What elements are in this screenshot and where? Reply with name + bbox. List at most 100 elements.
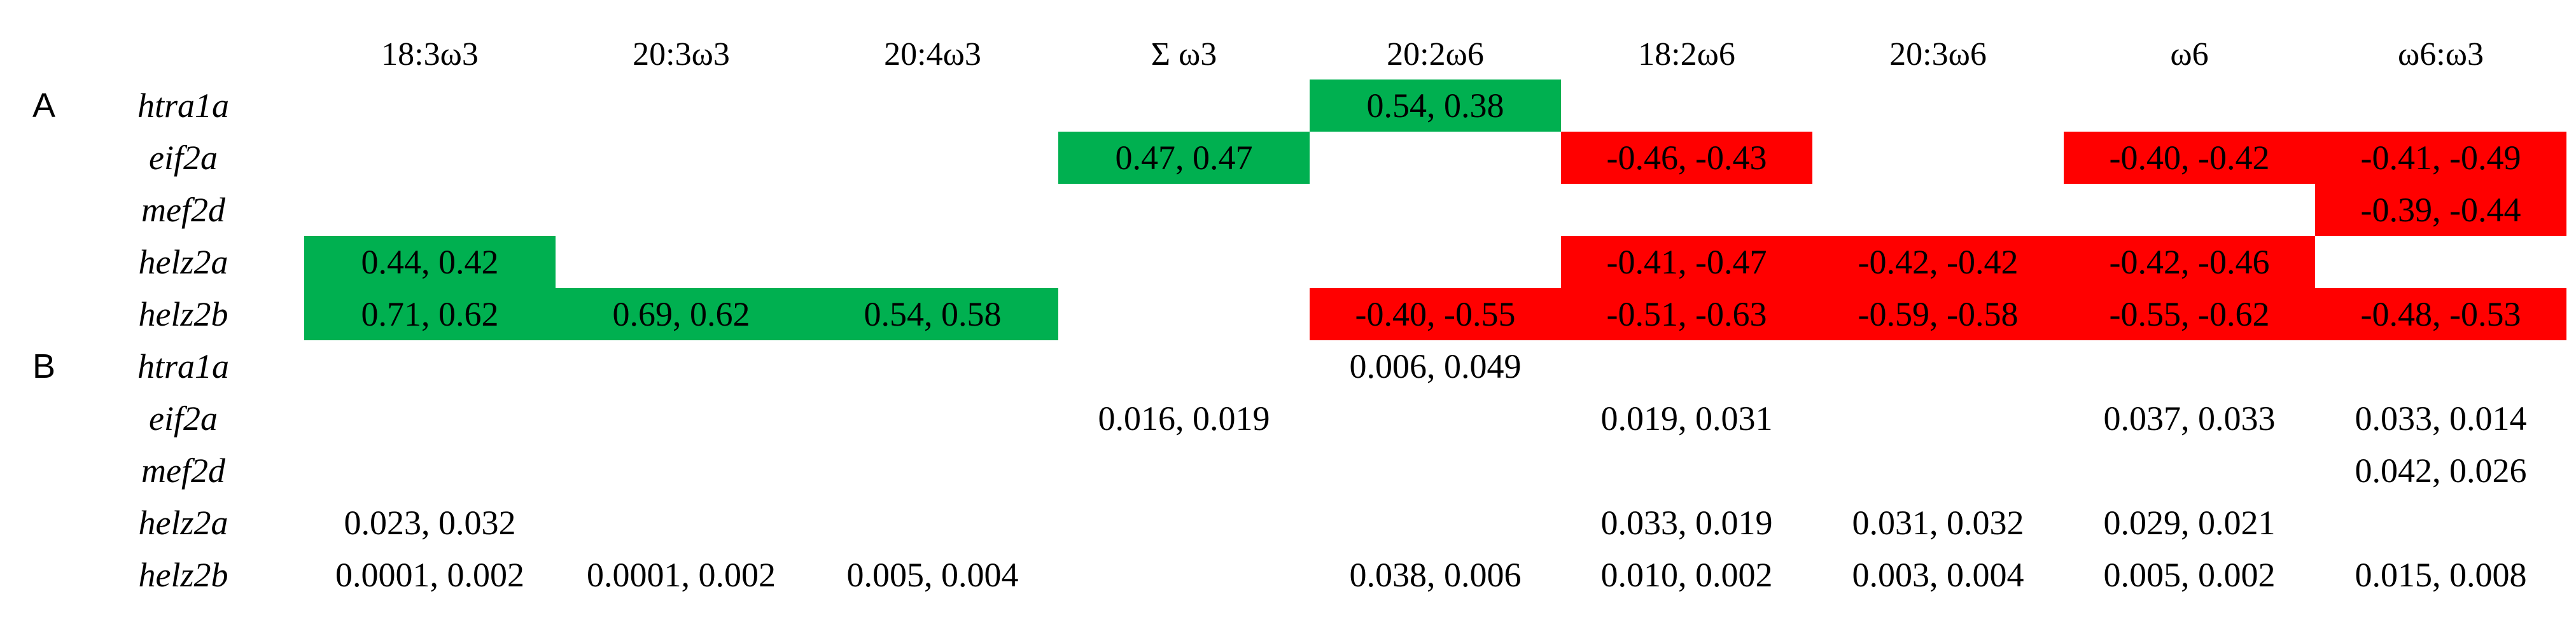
header-row: 18:3ω3 20:3ω3 20:4ω3 Σ ω3 20:2ω6 18:2ω6 20:3ω6… <box>25 29 2566 80</box>
value-cell: -0.40, -0.42 <box>2064 132 2315 184</box>
value-cell <box>1310 184 1561 236</box>
value-cell <box>1058 184 1310 236</box>
value-cell <box>1310 497 1561 549</box>
value-cell <box>807 497 1058 549</box>
value-cell <box>2064 184 2315 236</box>
value-cell: -0.39, -0.44 <box>2315 184 2566 236</box>
value-cell: 0.029, 0.021 <box>2103 504 2276 542</box>
value-cell <box>2315 340 2566 392</box>
value-cell <box>807 184 1058 236</box>
table-row: helz2b 0.0001, 0.002 0.0001, 0.002 0.005, 0… <box>25 549 2566 601</box>
section-label <box>25 236 62 288</box>
value-cell <box>556 236 807 288</box>
value-cell: 0.69, 0.62 <box>556 288 807 340</box>
value-cell <box>807 340 1058 392</box>
column-header: 20:3ω3 <box>633 36 730 73</box>
value-cell: 0.47, 0.47 <box>1058 132 1310 184</box>
value-cell: -0.46, -0.43 <box>1561 132 1812 184</box>
value-cell <box>1310 132 1561 184</box>
section-label <box>25 288 62 340</box>
value-cell: -0.48, -0.53 <box>2315 288 2566 340</box>
value-cell: -0.41, -0.47 <box>1561 236 1812 288</box>
value-cell: -0.42, -0.46 <box>2064 236 2315 288</box>
value-cell: -0.40, -0.55 <box>1310 288 1561 340</box>
value-cell <box>556 80 807 132</box>
table-row: mef2d 0.042, 0.026 <box>25 445 2566 497</box>
value-cell: 0.005, 0.004 <box>846 556 1019 594</box>
value-cell <box>304 184 556 236</box>
value-cell: 0.038, 0.006 <box>1349 556 1522 594</box>
value-cell: 0.006, 0.049 <box>1349 347 1522 385</box>
section-label: B <box>32 347 56 385</box>
value-cell <box>304 80 556 132</box>
section-label <box>25 445 62 497</box>
value-cell: 0.042, 0.026 <box>2355 452 2527 490</box>
gene-name: eif2a <box>149 399 218 438</box>
value-cell: -0.59, -0.58 <box>1812 288 2064 340</box>
gene-name: eif2a <box>149 139 218 177</box>
value-cell: 0.0001, 0.002 <box>587 556 776 594</box>
value-cell <box>1812 340 2064 392</box>
value-cell: 0.023, 0.032 <box>344 504 516 542</box>
table-row: eif2a 0.47, 0.47 -0.46, -0.43 -0.40, -0.42-… <box>25 132 2566 184</box>
section-label <box>25 392 62 445</box>
value-cell <box>1812 445 2064 497</box>
value-cell <box>1310 445 1561 497</box>
header-gene-spacer <box>62 29 304 80</box>
value-cell: -0.42, -0.42 <box>1812 236 2064 288</box>
value-cell <box>304 340 556 392</box>
gene-name: mef2d <box>141 452 225 490</box>
value-cell: 0.033, 0.014 <box>2355 399 2527 438</box>
value-cell: -0.41, -0.49 <box>2315 132 2566 184</box>
column-header: 20:4ω3 <box>884 36 981 73</box>
value-cell <box>304 445 556 497</box>
gene-name: helz2a <box>138 504 228 542</box>
gene-name: htra1a <box>137 86 230 125</box>
gene-name: helz2b <box>138 556 228 594</box>
value-cell: 0.54, 0.58 <box>807 288 1058 340</box>
value-cell <box>1561 445 1812 497</box>
gene-name: htra1a <box>137 347 230 385</box>
value-cell <box>556 132 807 184</box>
value-cell <box>1058 549 1310 601</box>
section-label <box>25 132 62 184</box>
value-cell: 0.003, 0.004 <box>1852 556 2024 594</box>
column-header: 20:2ω6 <box>1387 36 1484 73</box>
gene-name: helz2b <box>138 295 228 333</box>
column-header: ω6:ω3 <box>2398 36 2484 73</box>
section-label <box>25 497 62 549</box>
value-cell <box>1310 236 1561 288</box>
value-cell <box>1561 80 1812 132</box>
value-cell <box>1812 184 2064 236</box>
header-spacer <box>25 29 62 80</box>
table-row: mef2d -0.39, -0.44 <box>25 184 2566 236</box>
value-cell: 0.015, 0.008 <box>2355 556 2527 594</box>
column-header: 18:2ω6 <box>1638 36 1735 73</box>
value-cell: 0.71, 0.62 <box>304 288 556 340</box>
value-cell: 0.037, 0.033 <box>2103 399 2276 438</box>
value-cell <box>2064 80 2315 132</box>
section-label <box>25 184 62 236</box>
value-cell: 0.033, 0.019 <box>1600 504 1773 542</box>
value-cell: 0.010, 0.002 <box>1600 556 1773 594</box>
table-row: helz2b 0.71, 0.62 0.69, 0.62 0.54, 0.58 -0.4… <box>25 288 2566 340</box>
section-label <box>25 549 62 601</box>
value-cell <box>807 80 1058 132</box>
value-cell <box>1561 184 1812 236</box>
column-header: Σ ω3 <box>1151 36 1217 73</box>
value-cell: 0.44, 0.42 <box>304 236 556 288</box>
value-cell: 0.019, 0.031 <box>1600 399 1773 438</box>
value-cell <box>2064 445 2315 497</box>
column-header: 18:3ω3 <box>381 36 479 73</box>
column-header: 20:3ω6 <box>1889 36 1987 73</box>
value-cell <box>1561 340 1812 392</box>
value-cell <box>1812 132 2064 184</box>
value-cell <box>807 392 1058 445</box>
value-cell <box>2315 80 2566 132</box>
value-cell <box>1058 288 1310 340</box>
value-cell <box>556 392 807 445</box>
value-cell <box>1812 80 2064 132</box>
